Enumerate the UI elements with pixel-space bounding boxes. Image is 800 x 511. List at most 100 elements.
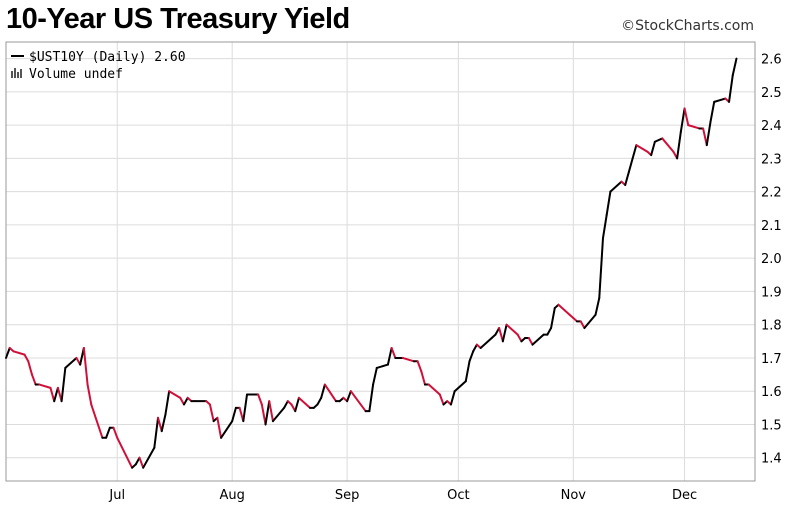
series-segment xyxy=(601,213,608,240)
y-tick-label: 2.2 xyxy=(761,186,782,201)
chart-title: 10-Year US Treasury Yield xyxy=(6,3,350,35)
series-segment xyxy=(605,190,612,216)
series-segment xyxy=(260,403,267,426)
series-segment xyxy=(438,393,445,406)
series-segment xyxy=(86,383,93,406)
x-tick-label: Nov xyxy=(561,488,587,503)
credit-label: StockCharts.com xyxy=(635,18,754,34)
y-tick-label: 2.1 xyxy=(761,219,782,234)
series-segment xyxy=(453,380,467,393)
series-segment xyxy=(546,327,553,336)
series-segment xyxy=(516,333,523,343)
series-segment xyxy=(683,107,690,127)
series-segment xyxy=(709,100,716,123)
series-segment xyxy=(268,400,274,423)
series-segment xyxy=(705,120,712,147)
series-segment xyxy=(283,400,289,409)
series-segment xyxy=(731,57,738,77)
series-segment xyxy=(702,127,708,147)
volume-bars-icon xyxy=(11,68,22,78)
series-segment xyxy=(60,366,67,403)
series-segment xyxy=(609,180,623,193)
series-segment xyxy=(401,356,415,363)
y-tick-label: 1.5 xyxy=(761,418,782,433)
series-segment xyxy=(501,323,508,343)
series-segment xyxy=(427,383,441,396)
series-segment xyxy=(38,383,52,389)
series-segment xyxy=(142,446,156,469)
series-segment xyxy=(297,396,312,409)
series-segment xyxy=(346,390,352,403)
series-segment xyxy=(687,124,701,130)
series-segment xyxy=(631,144,638,160)
series-segment xyxy=(531,333,545,346)
legend-series-label: $UST10Y (Daily) 2.60 xyxy=(29,50,186,65)
y-tick-label: 1.9 xyxy=(761,285,782,300)
y-tick-label: 2.5 xyxy=(761,86,782,101)
copyright-icon: © xyxy=(621,18,636,34)
series-segment xyxy=(157,416,163,433)
series-segment xyxy=(64,356,78,369)
series-segment xyxy=(257,393,263,406)
series-segment xyxy=(479,336,493,349)
series-segment xyxy=(468,350,475,363)
series-segment xyxy=(316,396,323,406)
y-tick-label: 1.6 xyxy=(761,385,782,400)
series-segment xyxy=(264,400,271,426)
series-segment xyxy=(527,336,534,346)
plot-frame xyxy=(5,41,756,482)
series-segment xyxy=(372,366,378,386)
y-tick-label: 1.7 xyxy=(761,352,782,367)
series-segment xyxy=(160,413,167,433)
series-segment xyxy=(579,320,586,330)
series-segment xyxy=(550,307,556,330)
y-tick-label: 2.0 xyxy=(761,252,782,267)
series-segment xyxy=(138,456,145,469)
series-segment xyxy=(271,406,286,423)
series-segment xyxy=(90,403,104,439)
series-segment xyxy=(5,346,11,359)
x-tick-label: Oct xyxy=(447,488,469,503)
series-segment xyxy=(179,396,185,406)
series-segment xyxy=(449,390,456,406)
series-segment xyxy=(164,390,171,416)
series-segment xyxy=(661,137,675,153)
series-segment xyxy=(627,157,634,173)
series-segment xyxy=(464,360,471,383)
series-segment xyxy=(294,396,300,413)
series-segment xyxy=(112,426,119,439)
series-segment xyxy=(323,383,338,403)
series-segment xyxy=(53,386,59,403)
series-segment xyxy=(320,383,326,399)
x-tick-label: Sep xyxy=(335,488,360,503)
series-segment xyxy=(82,346,89,386)
series-segment xyxy=(420,370,426,386)
series-segment xyxy=(242,393,249,423)
y-tick-label: 2.3 xyxy=(761,152,782,167)
x-tick-label: Dec xyxy=(672,488,697,503)
y-tick-label: 2.4 xyxy=(761,119,782,134)
x-tick-label: Aug xyxy=(219,488,244,503)
series-segment xyxy=(416,360,423,373)
y-axis: 1.4 1.5 1.6 1.7 1.8 1.9 2.0 2.1 2.2 2.3 2.4 2.5 2.6 xyxy=(761,53,782,467)
series-segment xyxy=(676,130,682,160)
series-segment xyxy=(713,97,727,103)
series-segment xyxy=(505,323,519,336)
y-tick-label: 1.4 xyxy=(761,452,782,467)
series-segment xyxy=(216,416,223,439)
series-segment xyxy=(498,327,504,343)
series-segment xyxy=(27,360,33,376)
y-tick-label: 2.6 xyxy=(761,53,782,68)
series-segment xyxy=(386,346,393,366)
series-line xyxy=(5,57,738,469)
series-segment xyxy=(30,373,37,386)
series-segment xyxy=(472,343,478,353)
series-segment xyxy=(105,426,111,439)
series-segment xyxy=(23,353,30,363)
series-segment xyxy=(650,140,656,157)
series-segment xyxy=(375,363,389,369)
legend-volume-label: Volume undef xyxy=(29,67,123,82)
series-segment xyxy=(12,350,26,356)
series-segment xyxy=(598,237,604,300)
